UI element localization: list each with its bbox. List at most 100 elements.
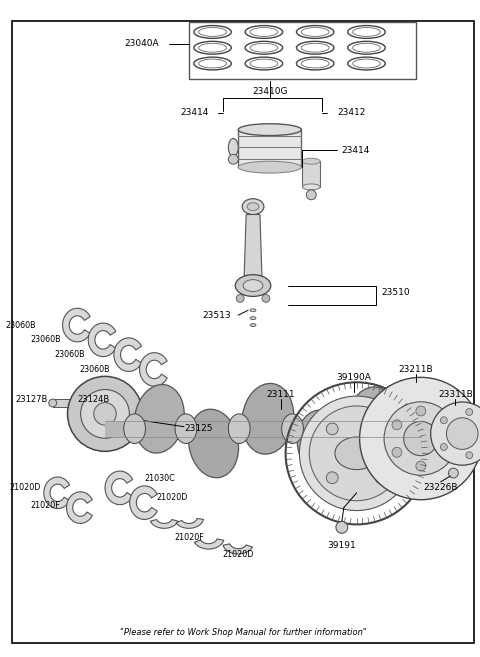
Circle shape: [440, 447, 450, 457]
Circle shape: [448, 468, 458, 478]
Polygon shape: [44, 477, 70, 509]
Circle shape: [466, 452, 473, 459]
Bar: [204, 420, 231, 436]
Bar: [105, 420, 140, 436]
Circle shape: [416, 461, 426, 471]
Text: 23513: 23513: [203, 311, 231, 320]
Ellipse shape: [335, 414, 357, 443]
Ellipse shape: [242, 384, 294, 454]
Ellipse shape: [175, 414, 197, 443]
Text: 23060B: 23060B: [55, 350, 85, 359]
Ellipse shape: [348, 387, 396, 451]
Bar: [302, 161, 320, 187]
Circle shape: [336, 522, 348, 533]
Circle shape: [360, 377, 480, 500]
Circle shape: [375, 472, 387, 484]
Text: 23226B: 23226B: [423, 484, 458, 492]
Text: 23412: 23412: [337, 108, 365, 118]
Text: 23060B: 23060B: [5, 321, 36, 330]
Text: 21020D: 21020D: [223, 551, 254, 560]
Polygon shape: [176, 518, 204, 528]
Text: 23311B: 23311B: [438, 390, 473, 399]
Circle shape: [375, 423, 387, 435]
Circle shape: [404, 421, 438, 456]
Text: 23510: 23510: [381, 288, 410, 297]
Circle shape: [392, 420, 402, 430]
Bar: [306, 420, 334, 436]
Circle shape: [440, 443, 447, 451]
Text: 23124B: 23124B: [78, 395, 110, 403]
Bar: [238, 129, 301, 167]
Text: "Please refer to Work Shop Manual for further information": "Please refer to Work Shop Manual for fu…: [120, 629, 367, 637]
Ellipse shape: [250, 309, 256, 311]
Ellipse shape: [134, 384, 184, 453]
Ellipse shape: [390, 414, 412, 443]
Bar: [396, 420, 421, 436]
Ellipse shape: [335, 437, 378, 470]
Ellipse shape: [124, 414, 145, 443]
Text: 23040A: 23040A: [125, 39, 159, 49]
Ellipse shape: [302, 184, 320, 190]
Ellipse shape: [243, 280, 263, 292]
Polygon shape: [114, 338, 142, 371]
Circle shape: [446, 418, 478, 449]
Ellipse shape: [282, 414, 303, 443]
Ellipse shape: [189, 409, 239, 478]
Ellipse shape: [242, 198, 264, 215]
Text: 39190A: 39190A: [336, 373, 371, 382]
Text: 23410G: 23410G: [252, 87, 288, 96]
Ellipse shape: [238, 161, 301, 173]
Polygon shape: [140, 353, 167, 386]
Text: 21030C: 21030C: [144, 474, 175, 482]
Polygon shape: [194, 539, 224, 549]
Ellipse shape: [250, 323, 256, 327]
Text: 23125: 23125: [184, 424, 213, 433]
Bar: [255, 420, 283, 436]
Bar: [189, 22, 416, 79]
Circle shape: [431, 402, 480, 465]
Polygon shape: [223, 544, 252, 554]
Circle shape: [94, 403, 116, 425]
Ellipse shape: [302, 158, 320, 164]
Polygon shape: [150, 520, 178, 528]
Polygon shape: [88, 323, 116, 357]
Circle shape: [300, 396, 414, 510]
Bar: [115, 401, 137, 407]
Ellipse shape: [228, 139, 238, 156]
Circle shape: [384, 402, 457, 475]
Polygon shape: [62, 308, 90, 342]
Ellipse shape: [235, 275, 271, 296]
Text: 23111: 23111: [266, 390, 295, 399]
Text: 21020D: 21020D: [156, 493, 188, 502]
Text: 23127B: 23127B: [15, 395, 48, 403]
Circle shape: [466, 409, 473, 415]
Circle shape: [392, 447, 402, 457]
Text: 23211B: 23211B: [398, 365, 433, 374]
Bar: [152, 420, 180, 436]
Circle shape: [309, 406, 404, 501]
Text: 23060B: 23060B: [79, 365, 110, 374]
Text: 21020F: 21020F: [174, 533, 204, 542]
Ellipse shape: [297, 410, 347, 477]
Text: 21020F: 21020F: [31, 501, 60, 510]
Ellipse shape: [49, 399, 57, 407]
Circle shape: [416, 406, 426, 416]
Circle shape: [440, 420, 450, 430]
Ellipse shape: [247, 202, 259, 211]
Polygon shape: [244, 215, 262, 276]
Bar: [358, 420, 385, 436]
Polygon shape: [105, 471, 132, 505]
Polygon shape: [67, 492, 92, 524]
Circle shape: [326, 472, 338, 484]
Ellipse shape: [250, 317, 256, 319]
Circle shape: [228, 154, 238, 164]
Text: 21020D: 21020D: [10, 484, 41, 492]
Circle shape: [262, 294, 270, 302]
Circle shape: [236, 294, 244, 302]
Circle shape: [326, 423, 338, 435]
Text: 39191: 39191: [327, 541, 356, 550]
Circle shape: [68, 376, 143, 451]
Text: 23060B: 23060B: [30, 335, 60, 344]
Circle shape: [81, 390, 130, 438]
Text: 23414: 23414: [342, 146, 370, 155]
